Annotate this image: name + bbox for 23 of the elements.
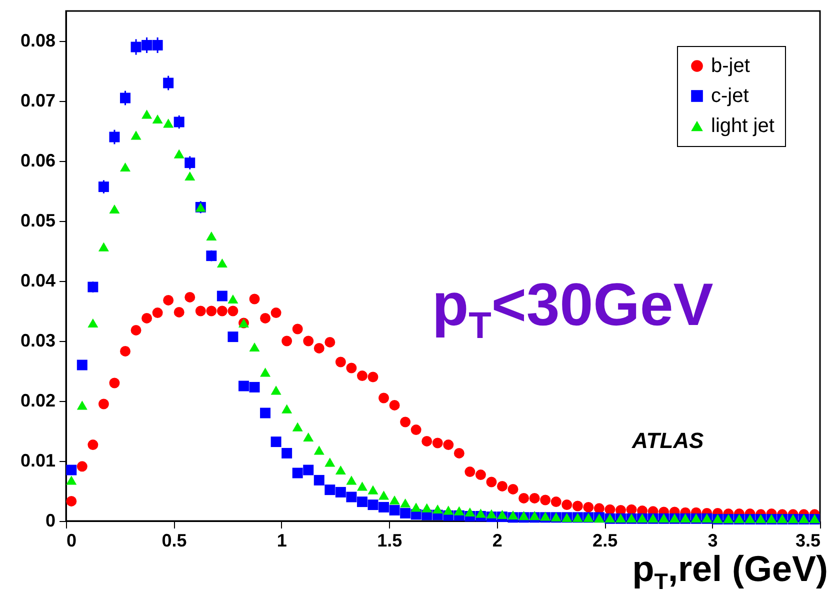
legend-label: light jet: [711, 115, 775, 137]
y-tick-label: 0.08: [20, 30, 56, 50]
y-tick-label: 0.05: [20, 210, 56, 230]
y-tick-label: 0.07: [20, 90, 56, 110]
annotation: p$_{T}$<30GeV: [432, 270, 714, 347]
x-tick-label: 1: [276, 530, 287, 550]
y-tick-label: 0.06: [20, 150, 56, 170]
y-tick-label: 0.02: [20, 390, 56, 410]
x-tick-label: 3: [708, 530, 718, 550]
x-tick-label: 2.5: [592, 530, 618, 550]
x-tick-label: 0: [66, 530, 77, 550]
annotation: ATLAS: [632, 428, 704, 454]
x-tick-label: 2: [492, 530, 502, 550]
y-tick-label: 0.03: [20, 330, 56, 350]
x-tick-label: 0.5: [162, 530, 187, 550]
legend-label: b-jet: [711, 55, 750, 77]
legend-label: c-jet: [711, 85, 750, 107]
y-tick-label: 0.01: [20, 450, 56, 470]
y-tick-label: 0.04: [20, 270, 56, 290]
x-tick-label: 1.5: [377, 530, 402, 550]
y-tick-label: 0: [45, 510, 56, 530]
x-tick-label: 3.5: [795, 530, 820, 550]
x-axis-title: p$_{T}$,rel (GeV): [632, 548, 828, 595]
